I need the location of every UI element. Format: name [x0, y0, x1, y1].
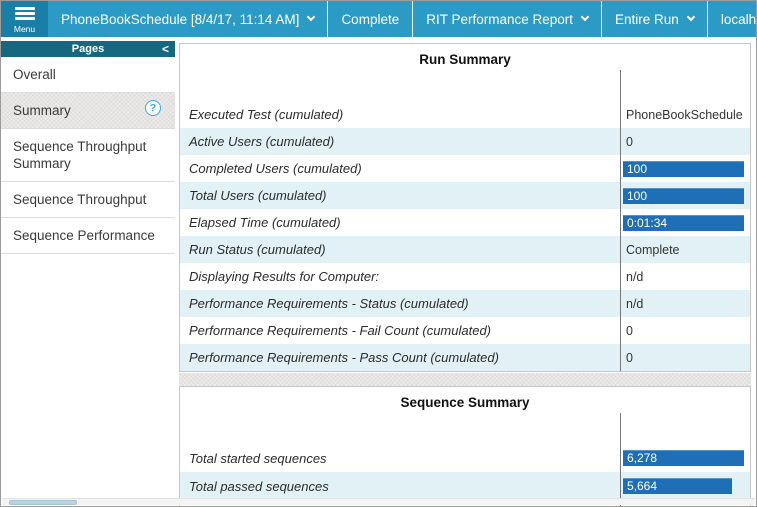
horizontal-scrollbar[interactable]: [2, 498, 755, 505]
row-label: Elapsed Time (cumulated): [189, 215, 341, 230]
sidebar-item-sequence-throughput-summary[interactable]: Sequence Throughput Summary: [1, 129, 175, 182]
hamburger-icon: [14, 5, 35, 22]
row-value: Complete: [620, 236, 750, 263]
value-bar: 100: [623, 187, 744, 204]
row-value: PhoneBookSchedule: [620, 101, 750, 128]
menu-button[interactable]: Menu: [1, 1, 48, 37]
row-value: 100: [620, 182, 750, 209]
nav-item-label: localhost: [720, 11, 757, 27]
row-value: 0: [620, 344, 750, 371]
chevron-down-icon: [580, 12, 590, 22]
row-label: Performance Requirements - Pass Count (c…: [189, 350, 499, 365]
chevron-down-icon: [686, 12, 696, 22]
value-text: Complete: [626, 242, 680, 257]
sidebar: Pages < Overall Summary? Sequence Throughp…: [1, 37, 175, 506]
pages-header: Pages <: [1, 41, 175, 57]
row-label: Performance Requirements - Fail Count (c…: [189, 323, 492, 338]
table-row: Total Users (cumulated) 100: [180, 182, 750, 209]
panel-gap: [179, 373, 751, 386]
sidebar-item-label: Sequence Throughput: [13, 192, 147, 207]
table-row: Total started sequences 6,278: [180, 444, 750, 472]
row-label: Total started sequences: [189, 450, 327, 466]
table-row: Total passed sequences 5,664: [180, 472, 750, 500]
row-value: 100: [620, 155, 750, 182]
pages-header-label: Pages: [71, 43, 105, 55]
nav-item-label: Entire Run: [615, 11, 679, 27]
nav-item-label: RIT Performance Report: [426, 11, 574, 27]
table-row: Elapsed Time (cumulated) 0:01:34: [180, 209, 750, 236]
nav-item-label: PhoneBookSchedule [8/4/17, 11:14 AM]: [61, 11, 300, 27]
sidebar-item-overall[interactable]: Overall: [1, 57, 175, 93]
row-label: Displaying Results for Computer:: [189, 269, 380, 284]
nav-item-report-selector[interactable]: RIT Performance Report: [412, 1, 601, 37]
value-text: n/d: [626, 269, 644, 284]
row-value: 0: [620, 317, 750, 344]
chevron-down-icon: [307, 12, 316, 22]
value-text: 0: [626, 134, 633, 149]
sequence-summary-rows: Total started sequences 6,278 Total passed…: [180, 444, 750, 506]
row-value: 6,278: [620, 444, 750, 472]
row-label: Executed Test (cumulated): [189, 107, 344, 122]
sidebar-item-label: Summary: [13, 103, 71, 118]
axis-spacer: [180, 413, 750, 444]
sequence-summary-title: Sequence Summary: [400, 395, 530, 410]
row-value: 0: [620, 128, 750, 155]
value-bar: 5,664: [623, 478, 732, 494]
axis-spacer: [180, 70, 750, 101]
sidebar-item-label: Sequence Throughput Summary: [13, 139, 147, 171]
value-bar: 100: [623, 160, 744, 177]
row-label: Total passed sequences: [189, 478, 329, 494]
table-row: Completed Users (cumulated) 100: [180, 155, 750, 182]
row-label: Run Status (cumulated): [189, 242, 326, 257]
nav-item-run-status[interactable]: Complete: [327, 1, 412, 37]
value-text: 0: [626, 350, 633, 365]
sidebar-item-label: Sequence Performance: [13, 228, 155, 243]
sequence-summary-panel: Sequence Summary Total started sequences…: [179, 386, 751, 506]
table-row: Performance Requirements - Pass Count (c…: [180, 344, 750, 371]
sidebar-items: Overall Summary? Sequence Throughput Summa…: [1, 57, 175, 254]
sidebar-item-summary[interactable]: Summary?: [1, 93, 175, 129]
row-label: Active Users (cumulated): [189, 134, 335, 149]
table-row: Executed Test (cumulated) PhoneBookSchedu…: [180, 101, 750, 128]
top-navigation-bar: Menu PhoneBookSchedule [8/4/17, 11:14 AM…: [1, 1, 756, 37]
row-value: n/d: [620, 290, 750, 317]
main-content: Run Summary Executed Test (cumulated) Pho…: [175, 37, 756, 506]
sidebar-item-label: Overall: [13, 67, 56, 82]
nav-items: PhoneBookSchedule [8/4/17, 11:14 AM] Comp…: [48, 1, 757, 37]
run-summary-rows: Executed Test (cumulated) PhoneBookSchedu…: [180, 101, 750, 371]
row-value: 0:01:34: [620, 209, 750, 236]
value-text: n/d: [626, 296, 644, 311]
value-text: 0: [626, 323, 633, 338]
nav-item-range-selector[interactable]: Entire Run: [601, 1, 707, 37]
table-row: Performance Requirements - Fail Count (c…: [180, 317, 750, 344]
table-row: Performance Requirements - Status (cumul…: [180, 290, 750, 317]
nav-item-run-selector[interactable]: PhoneBookSchedule [8/4/17, 11:14 AM]: [48, 1, 327, 37]
value-bar: 6,278: [623, 450, 744, 466]
table-row: Active Users (cumulated) 0: [180, 128, 750, 155]
horizontal-scrollbar-thumb[interactable]: [9, 500, 77, 505]
sidebar-item-sequence-throughput[interactable]: Sequence Throughput: [1, 182, 175, 218]
collapse-sidebar-icon[interactable]: <: [161, 42, 169, 56]
run-summary-panel: Run Summary Executed Test (cumulated) Pho…: [179, 43, 751, 372]
row-value: n/d: [620, 263, 750, 290]
row-label: Total Users (cumulated): [189, 188, 327, 203]
value-bar: 0:01:34: [623, 214, 744, 231]
nav-item-label: Complete: [341, 11, 400, 27]
run-summary-title: Run Summary: [419, 52, 511, 67]
table-row: Displaying Results for Computer: n/d: [180, 263, 750, 290]
value-text: PhoneBookSchedule: [626, 107, 743, 122]
nav-item-host-selector[interactable]: localhost: [706, 1, 757, 37]
menu-button-label: Menu: [13, 23, 36, 34]
table-row: Run Status (cumulated) Complete: [180, 236, 750, 263]
row-value: 5,664: [620, 472, 750, 500]
row-label: Performance Requirements - Status (cumul…: [189, 296, 469, 311]
sidebar-item-sequence-performance[interactable]: Sequence Performance: [1, 218, 175, 254]
row-label: Completed Users (cumulated): [189, 161, 362, 176]
help-icon[interactable]: ?: [145, 100, 161, 116]
